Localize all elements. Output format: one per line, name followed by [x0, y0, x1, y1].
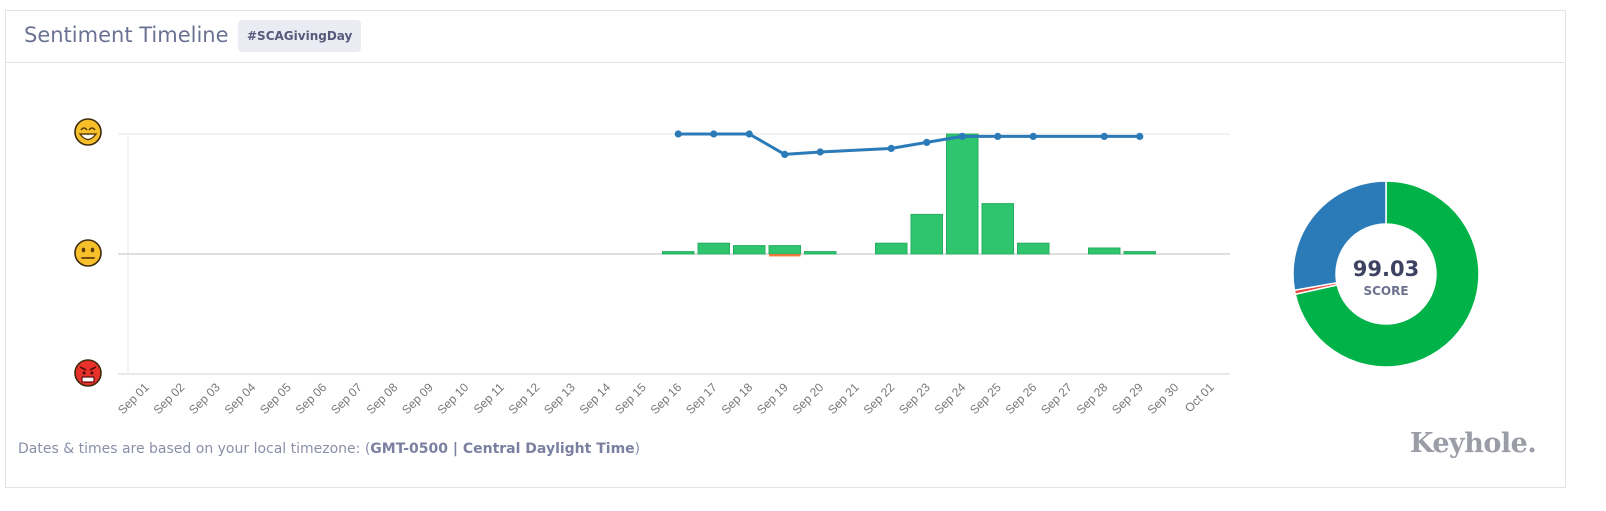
bar-positive-sep-26[interactable] — [1017, 242, 1050, 255]
x-tick-label: Sep 04 — [222, 380, 259, 417]
bar-negative-sep-19[interactable] — [769, 254, 801, 257]
x-tick-label: Sep 07 — [328, 380, 365, 417]
score-label: SCORE — [1363, 284, 1408, 298]
donut-slice-positive[interactable] — [1294, 180, 1480, 368]
line-point-sep-25[interactable] — [994, 132, 1002, 140]
bar-positive-sep-22[interactable] — [875, 242, 908, 255]
x-tick-label: Oct 01 — [1182, 380, 1217, 415]
bar-positive-sep-19[interactable] — [768, 245, 801, 255]
bar-positive-sep-23[interactable] — [910, 213, 943, 255]
donut-slice-neutral[interactable] — [1292, 180, 1387, 292]
keyhole-logo[interactable]: Keyhole. — [1410, 428, 1537, 459]
x-tick-label: Sep 10 — [435, 380, 472, 417]
timezone-note-suffix: ) — [634, 441, 641, 457]
x-tick-label: Sep 29 — [1109, 380, 1146, 417]
line-point-sep-16[interactable] — [674, 130, 682, 138]
x-tick-label: Sep 12 — [506, 380, 543, 417]
bar-positive-sep-20[interactable] — [804, 251, 837, 255]
x-tick-label: Sep 15 — [612, 380, 649, 417]
bar-positive-sep-25[interactable] — [981, 203, 1014, 255]
x-tick-label: Sep 30 — [1145, 380, 1182, 417]
x-tick-label: Sep 08 — [364, 380, 401, 417]
x-tick-label: Sep 11 — [471, 380, 507, 416]
x-tick-label: Sep 26 — [1003, 380, 1040, 417]
x-tick-label: Sep 09 — [399, 380, 436, 417]
x-tick-label: Sep 13 — [541, 380, 578, 417]
x-tick-label: Sep 27 — [1038, 380, 1075, 417]
line-point-sep-17[interactable] — [710, 130, 718, 138]
happy-face-icon — [74, 118, 102, 146]
bar-positive-sep-29[interactable] — [1123, 251, 1156, 255]
line-point-sep-18[interactable] — [745, 130, 753, 138]
sentiment-score-line — [678, 132, 1140, 156]
x-tick-label: Sep 01 — [115, 380, 152, 417]
line-point-sep-26[interactable] — [1029, 132, 1037, 140]
x-tick-label: Sep 22 — [861, 380, 898, 417]
logo-text: Keyhole — [1410, 428, 1528, 459]
timezone-note-prefix: Dates & times are based on your local ti… — [18, 441, 371, 457]
x-tick-label: Sep 03 — [186, 380, 223, 417]
bar-positive-sep-24[interactable] — [946, 133, 979, 255]
x-tick-label: Sep 23 — [896, 380, 933, 417]
line-point-sep-23[interactable] — [923, 138, 931, 146]
timezone-value: GMT-0500 | Central Daylight Time — [370, 441, 635, 457]
x-tick-label: Sep 18 — [719, 380, 756, 417]
x-tick-label: Sep 25 — [967, 380, 1004, 417]
hashtag-badge[interactable]: #SCAGivingDay — [238, 20, 362, 52]
x-tick-label: Sep 21 — [825, 380, 862, 417]
line-point-sep-20[interactable] — [816, 148, 824, 156]
logo-dot: . — [1527, 428, 1537, 459]
x-tick-label: Sep 06 — [293, 380, 330, 417]
line-point-sep-19[interactable] — [781, 150, 789, 158]
x-tick-label: Sep 02 — [151, 380, 188, 417]
bar-positive-sep-18[interactable] — [733, 245, 766, 255]
bar-positive-sep-16[interactable] — [662, 251, 695, 255]
bar-positive-sep-28[interactable] — [1088, 247, 1121, 255]
timezone-note: Dates & times are based on your local ti… — [18, 441, 640, 457]
bar-positive-sep-17[interactable] — [697, 242, 730, 255]
x-tick-label: Sep 20 — [790, 380, 827, 417]
line-point-sep-22[interactable] — [887, 144, 895, 152]
card-header: Sentiment Timeline #SCAGivingDay — [6, 11, 1565, 63]
chart-title: Sentiment Timeline — [24, 23, 229, 47]
x-tick-label: Sep 14 — [577, 380, 614, 417]
line-point-sep-24[interactable] — [958, 132, 966, 140]
x-tick-label: Sep 05 — [257, 380, 294, 417]
x-tick-label: Sep 16 — [648, 380, 685, 417]
x-tick-label: Sep 24 — [932, 380, 969, 417]
neutral-face-icon — [74, 239, 102, 267]
x-tick-label: Sep 19 — [754, 380, 791, 417]
sentiment-score-donut: 99.03 SCORE — [1292, 180, 1480, 368]
score-value: 99.03 — [1353, 257, 1419, 281]
x-tick-label: Sep 17 — [683, 380, 720, 417]
x-tick-label: Sep 28 — [1074, 380, 1111, 417]
line-point-sep-28[interactable] — [1100, 132, 1108, 140]
line-point-sep-29[interactable] — [1136, 132, 1144, 140]
angry-face-icon — [74, 359, 102, 387]
